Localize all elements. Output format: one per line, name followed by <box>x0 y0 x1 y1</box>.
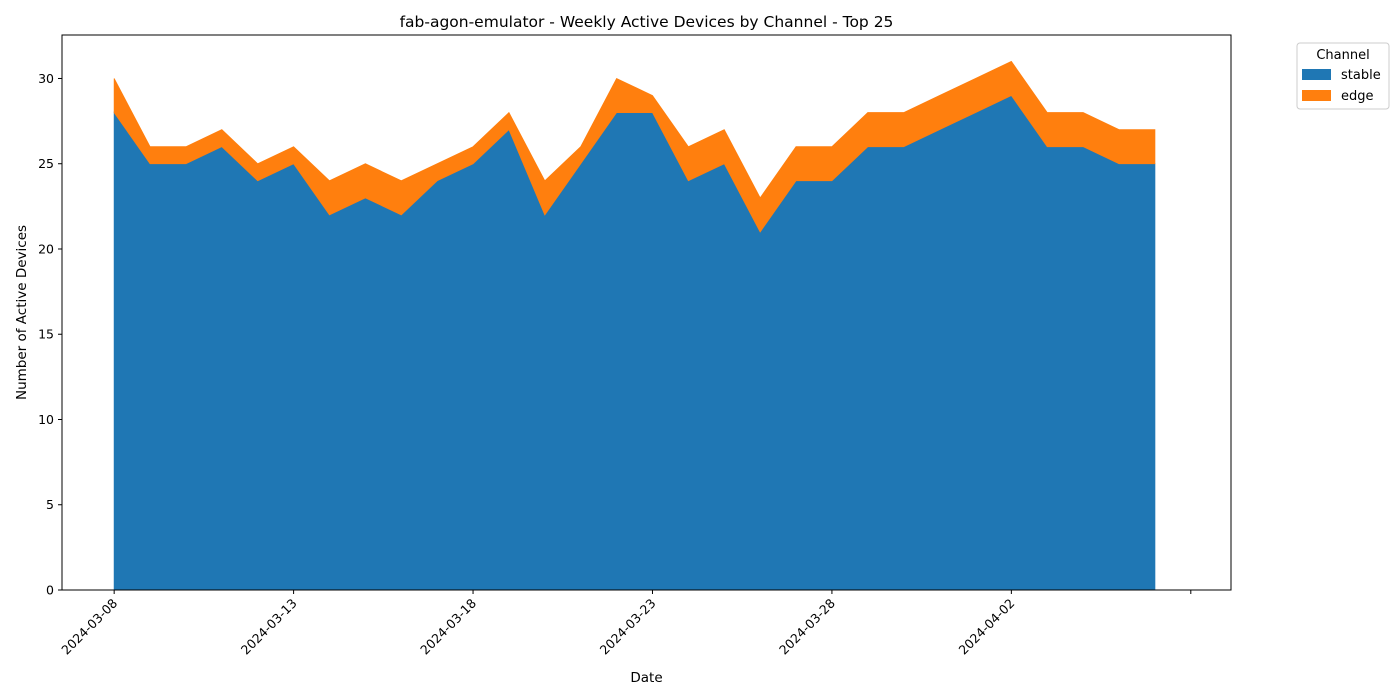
legend-swatch-edge <box>1302 90 1331 101</box>
y-tick-label: 5 <box>46 497 54 512</box>
legend-label-stable: stable <box>1341 68 1381 83</box>
y-tick-label: 10 <box>38 412 54 427</box>
x-tick-label: 2024-03-18 <box>417 595 479 657</box>
y-tick-label: 30 <box>38 71 54 86</box>
y-axis-ticks: 0 5 10 15 20 25 30 <box>38 71 62 598</box>
x-axis-label: Date <box>630 670 662 686</box>
y-tick-label: 20 <box>38 241 54 256</box>
legend: Channel stable edge <box>1296 42 1390 110</box>
x-tick-label: 2024-04-02 <box>955 596 1017 658</box>
chart-title: fab-agon-emulator - Weekly Active Device… <box>400 13 894 31</box>
x-tick-label: 2024-03-23 <box>597 596 659 658</box>
legend-label-edge: edge <box>1341 89 1374 104</box>
y-tick-label: 0 <box>46 583 54 598</box>
plot-frame <box>61 34 1232 591</box>
y-axis-label: Number of Active Devices <box>14 225 30 400</box>
y-tick-label: 15 <box>38 327 54 342</box>
legend-items: stable edge <box>1302 68 1381 104</box>
y-tick-label: 25 <box>38 156 54 171</box>
area-series-edge <box>113 60 1156 233</box>
x-tick-label: 2024-03-08 <box>58 595 120 657</box>
x-tick-label: 2024-03-13 <box>238 596 300 658</box>
legend-swatch-stable <box>1302 69 1331 80</box>
x-tick-label: 2024-03-28 <box>776 595 838 657</box>
x-axis-ticks: 2024-03-08 2024-03-13 2024-03-18 2024-03-23… <box>58 590 1192 658</box>
legend-title: Channel <box>1316 48 1369 63</box>
plot-areas <box>113 60 1156 591</box>
